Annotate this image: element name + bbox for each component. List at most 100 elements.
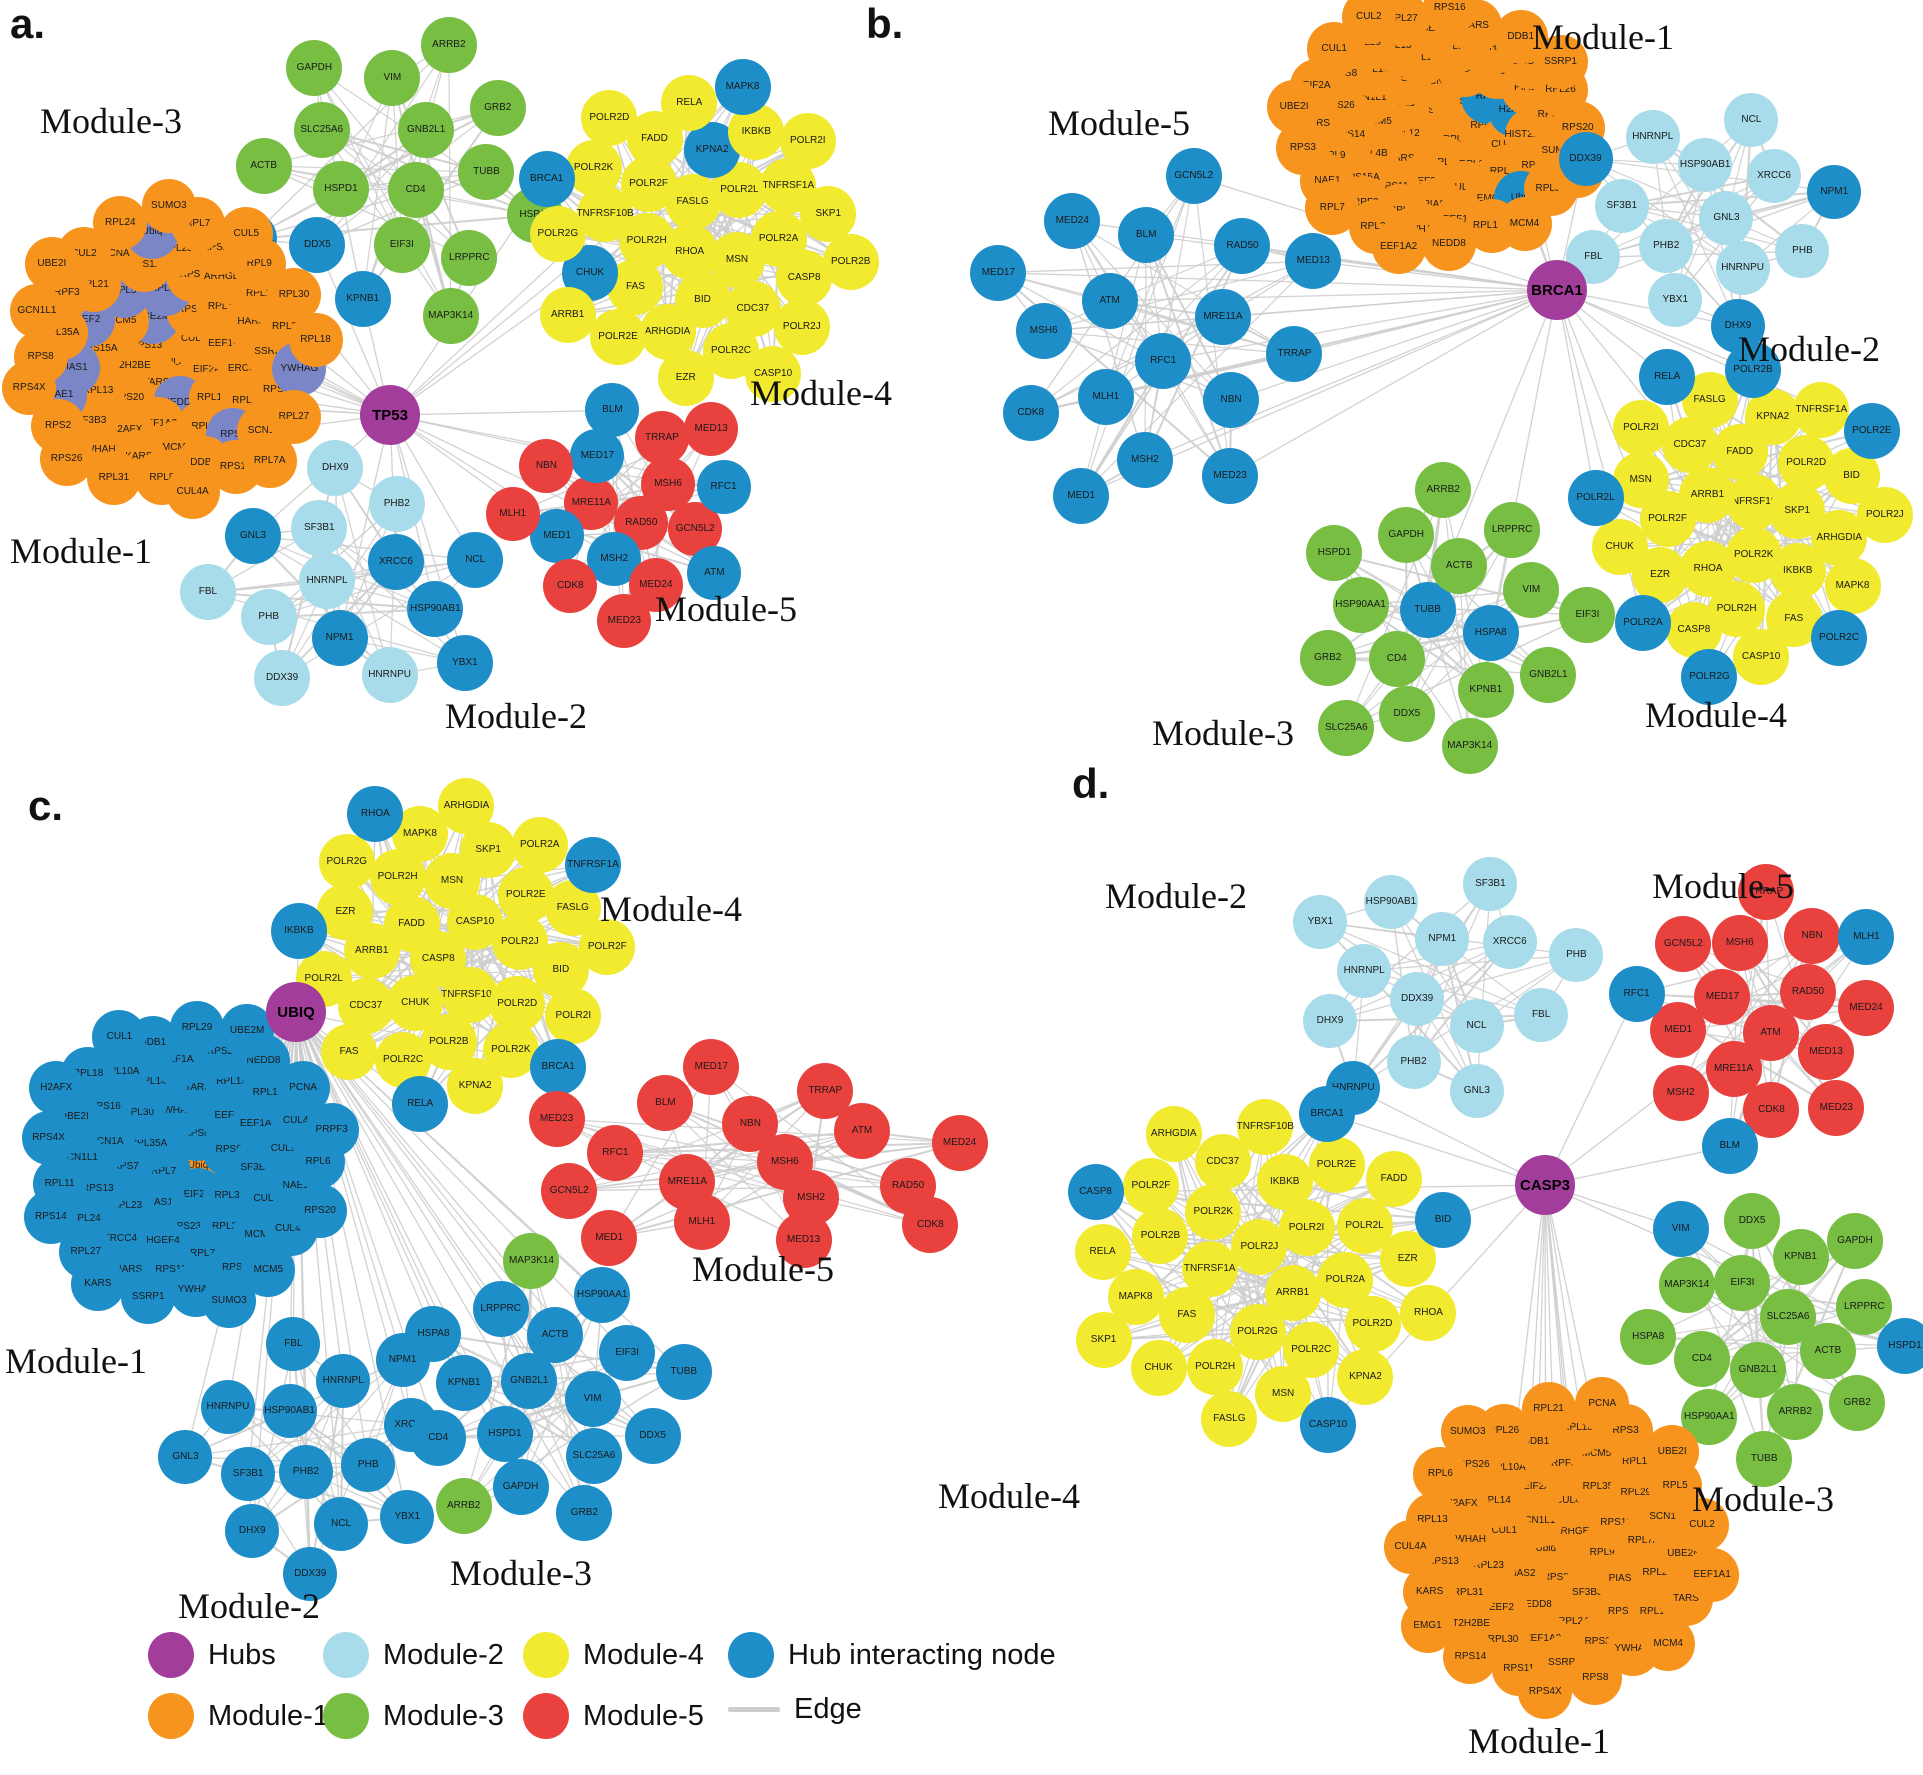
node-actb: ACTB (235, 137, 292, 194)
node-lrpprc: LRPPRC (1484, 502, 1541, 559)
edge (665, 1102, 804, 1241)
edge (998, 272, 1558, 291)
node-casp8: CASP8 (1665, 602, 1722, 659)
node-arrb2: ARRB2 (435, 1478, 492, 1535)
module-label-module-4: Module-4 (750, 373, 892, 413)
node-rps4x: RPS4X (21, 1111, 76, 1166)
node-polr2j: POLR2J (1231, 1218, 1288, 1275)
node-rfc1: RFC1 (696, 460, 751, 515)
node-tnfrsf10b: TNFRSF10B (441, 966, 498, 1023)
node-hsp90aa1: HSP90AA1 (1332, 577, 1389, 634)
module-label-module-3: Module-3 (1692, 1479, 1834, 1519)
node-cdk8: CDK8 (1002, 384, 1059, 441)
node-casp10: CASP10 (1733, 629, 1790, 686)
edge (569, 1185, 909, 1192)
edge (388, 504, 398, 676)
node-hsp90ab1: HSP90AB1 (1678, 138, 1733, 193)
node-gnl3: GNL3 (158, 1429, 213, 1484)
node-rpl7: RPL7 (1305, 181, 1360, 236)
module-2-swatch-icon (323, 1632, 369, 1678)
node-med17: MED17 (683, 1039, 740, 1096)
node-ikbkb: IKBKB (1256, 1153, 1313, 1210)
node-ikbkb: IKBKB (270, 902, 327, 959)
node-dhx9: DHX9 (225, 1504, 280, 1559)
legend-item-hub-interacting-node: Hub interacting node (728, 1632, 1056, 1678)
node-sumo3: SUMO3 (1440, 1404, 1495, 1459)
node-brca1: BRCA1 (1299, 1085, 1356, 1142)
node-npm1: NPM1 (311, 610, 368, 667)
edge (1413, 883, 1491, 1063)
node-med23: MED23 (1808, 1080, 1865, 1137)
edge (1320, 921, 1542, 1016)
node-gnl3: GNL3 (1449, 1064, 1504, 1119)
edge (1364, 969, 1542, 1016)
node-polr2a: POLR2A (511, 816, 568, 873)
node-ssrp1: SSRP1 (121, 1269, 176, 1324)
node-med13: MED13 (1285, 233, 1342, 290)
node-xrcc6: XRCC6 (1747, 148, 1802, 203)
legend-label: Edge (794, 1693, 862, 1725)
edge (252, 534, 476, 561)
edge (316, 78, 393, 246)
node-cd4: CD4 (387, 162, 444, 219)
node-med13: MED13 (684, 402, 739, 457)
node-polr2g: POLR2G (318, 834, 375, 891)
node-polr2k: POLR2K (1185, 1184, 1242, 1241)
node-map3k14: MAP3K14 (1441, 717, 1498, 774)
node-ube2m: UBE2M (220, 1004, 275, 1059)
node-vim: VIM (1652, 1200, 1709, 1257)
node-med17: MED17 (1694, 969, 1751, 1026)
module-label-module-1: Module-1 (1532, 17, 1674, 57)
node-rps4x: RPS4X (1518, 1664, 1573, 1719)
edge (1680, 935, 1813, 1093)
node-ddx5: DDX5 (1378, 686, 1435, 743)
edge (1585, 158, 1803, 252)
node-dhx9: DHX9 (307, 440, 364, 497)
edge-line-icon (728, 1707, 780, 1712)
edge (1080, 176, 1195, 496)
node-mre11a: MRE11A (1194, 289, 1251, 346)
node-gapdh: GAPDH (1826, 1212, 1883, 1269)
node-brca1: BRCA1 (530, 1038, 587, 1095)
edge (1556, 289, 1597, 499)
node-rad50: RAD50 (1214, 218, 1271, 275)
node-atm: ATM (687, 545, 742, 600)
node-kpna2: KPNA2 (1744, 388, 1801, 445)
node-fadd: FADD (1366, 1150, 1423, 1207)
node-ube2i: UBE2I (24, 237, 79, 292)
node-kpna2: KPNA2 (1337, 1348, 1394, 1405)
node-rps26: RPS26 (39, 431, 94, 486)
node-rpl18: RPL18 (288, 313, 343, 368)
node-mlh1: MLH1 (1077, 369, 1134, 426)
node-fbl: FBL (1514, 988, 1569, 1043)
node-arrb2: ARRB2 (1415, 462, 1472, 519)
node-lrpprc: LRPPRC (1836, 1279, 1893, 1336)
edge (998, 272, 1232, 402)
edge (1071, 220, 1146, 461)
node-sf3b1: SF3B1 (1463, 856, 1518, 911)
node-vim: VIM (1503, 562, 1560, 619)
node-gapdh: GAPDH (1378, 507, 1435, 564)
node-mapk8: MAPK8 (1824, 557, 1881, 614)
node-gnb2l1: GNB2L1 (1729, 1342, 1786, 1399)
node-lrpprc: LRPPRC (441, 229, 498, 286)
node-polr2f: POLR2F (579, 919, 636, 976)
edge (263, 165, 470, 259)
node-polr2g: POLR2G (1229, 1304, 1286, 1361)
node-med13: MED13 (1798, 1024, 1855, 1081)
module-label-module-4: Module-4 (1645, 695, 1787, 735)
node-sumo3: SUMO3 (141, 178, 196, 233)
edge (1043, 245, 1243, 332)
legend-item-module-4: Module-4 (523, 1632, 704, 1678)
node-ddx39: DDX39 (283, 1546, 338, 1601)
node-map3k14: MAP3K14 (503, 1232, 560, 1289)
edge (185, 1424, 412, 1458)
node-skp1: SKP1 (1769, 482, 1826, 539)
node-gnb2l1: GNB2L1 (1520, 647, 1577, 704)
module-label-module-5: Module-5 (692, 1249, 834, 1289)
node-trrap: TRRAP (797, 1062, 854, 1119)
edge (248, 1424, 412, 1475)
node-brca1: BRCA1 (518, 151, 575, 208)
node-prpf3: PRPF3 (304, 1103, 359, 1158)
node-xrcc6: XRCC6 (1482, 914, 1537, 969)
